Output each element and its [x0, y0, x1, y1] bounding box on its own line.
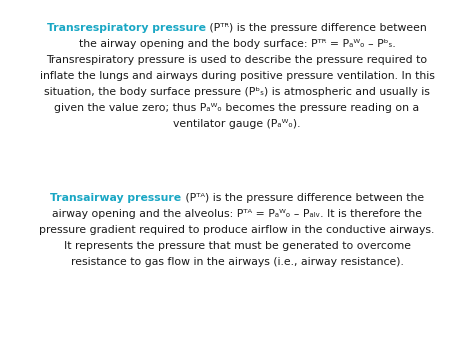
- Text: airway opening and the alveolus: Pᵀᴬ = Pₐᵂₒ – Pₐₗᵥ. It is therefore the: airway opening and the alveolus: Pᵀᴬ = P…: [52, 209, 422, 219]
- Text: the airway opening and the body surface: Pᵀᴿ = Pₐᵂₒ – Pᵇₛ.: the airway opening and the body surface:…: [79, 39, 395, 49]
- Text: inflate the lungs and airways during positive pressure ventilation. In this: inflate the lungs and airways during pos…: [39, 71, 435, 81]
- Text: resistance to gas flow in the airways (i.e., airway resistance).: resistance to gas flow in the airways (i…: [71, 257, 403, 267]
- Text: given the value zero; thus Pₐᵂₒ becomes the pressure reading on a: given the value zero; thus Pₐᵂₒ becomes …: [55, 103, 419, 113]
- Text: situation, the body surface pressure (Pᵇₛ) is atmospheric and usually is: situation, the body surface pressure (Pᵇ…: [44, 87, 430, 97]
- Text: pressure gradient required to produce airflow in the conductive airways.: pressure gradient required to produce ai…: [39, 225, 435, 235]
- Text: ventilator gauge (Pₐᵂₒ).: ventilator gauge (Pₐᵂₒ).: [173, 119, 301, 129]
- Text: Transairway pressure: Transairway pressure: [50, 193, 182, 203]
- Text: Transrespiratory pressure is used to describe the pressure required to: Transrespiratory pressure is used to des…: [46, 55, 428, 65]
- Text: (Pᵀᴬ) is the pressure difference between the: (Pᵀᴬ) is the pressure difference between…: [182, 193, 424, 203]
- Text: It represents the pressure that must be generated to overcome: It represents the pressure that must be …: [64, 241, 410, 251]
- Text: Transrespiratory pressure: Transrespiratory pressure: [47, 23, 206, 33]
- Text: (Pᵀᴿ) is the pressure difference between: (Pᵀᴿ) is the pressure difference between: [206, 23, 427, 33]
